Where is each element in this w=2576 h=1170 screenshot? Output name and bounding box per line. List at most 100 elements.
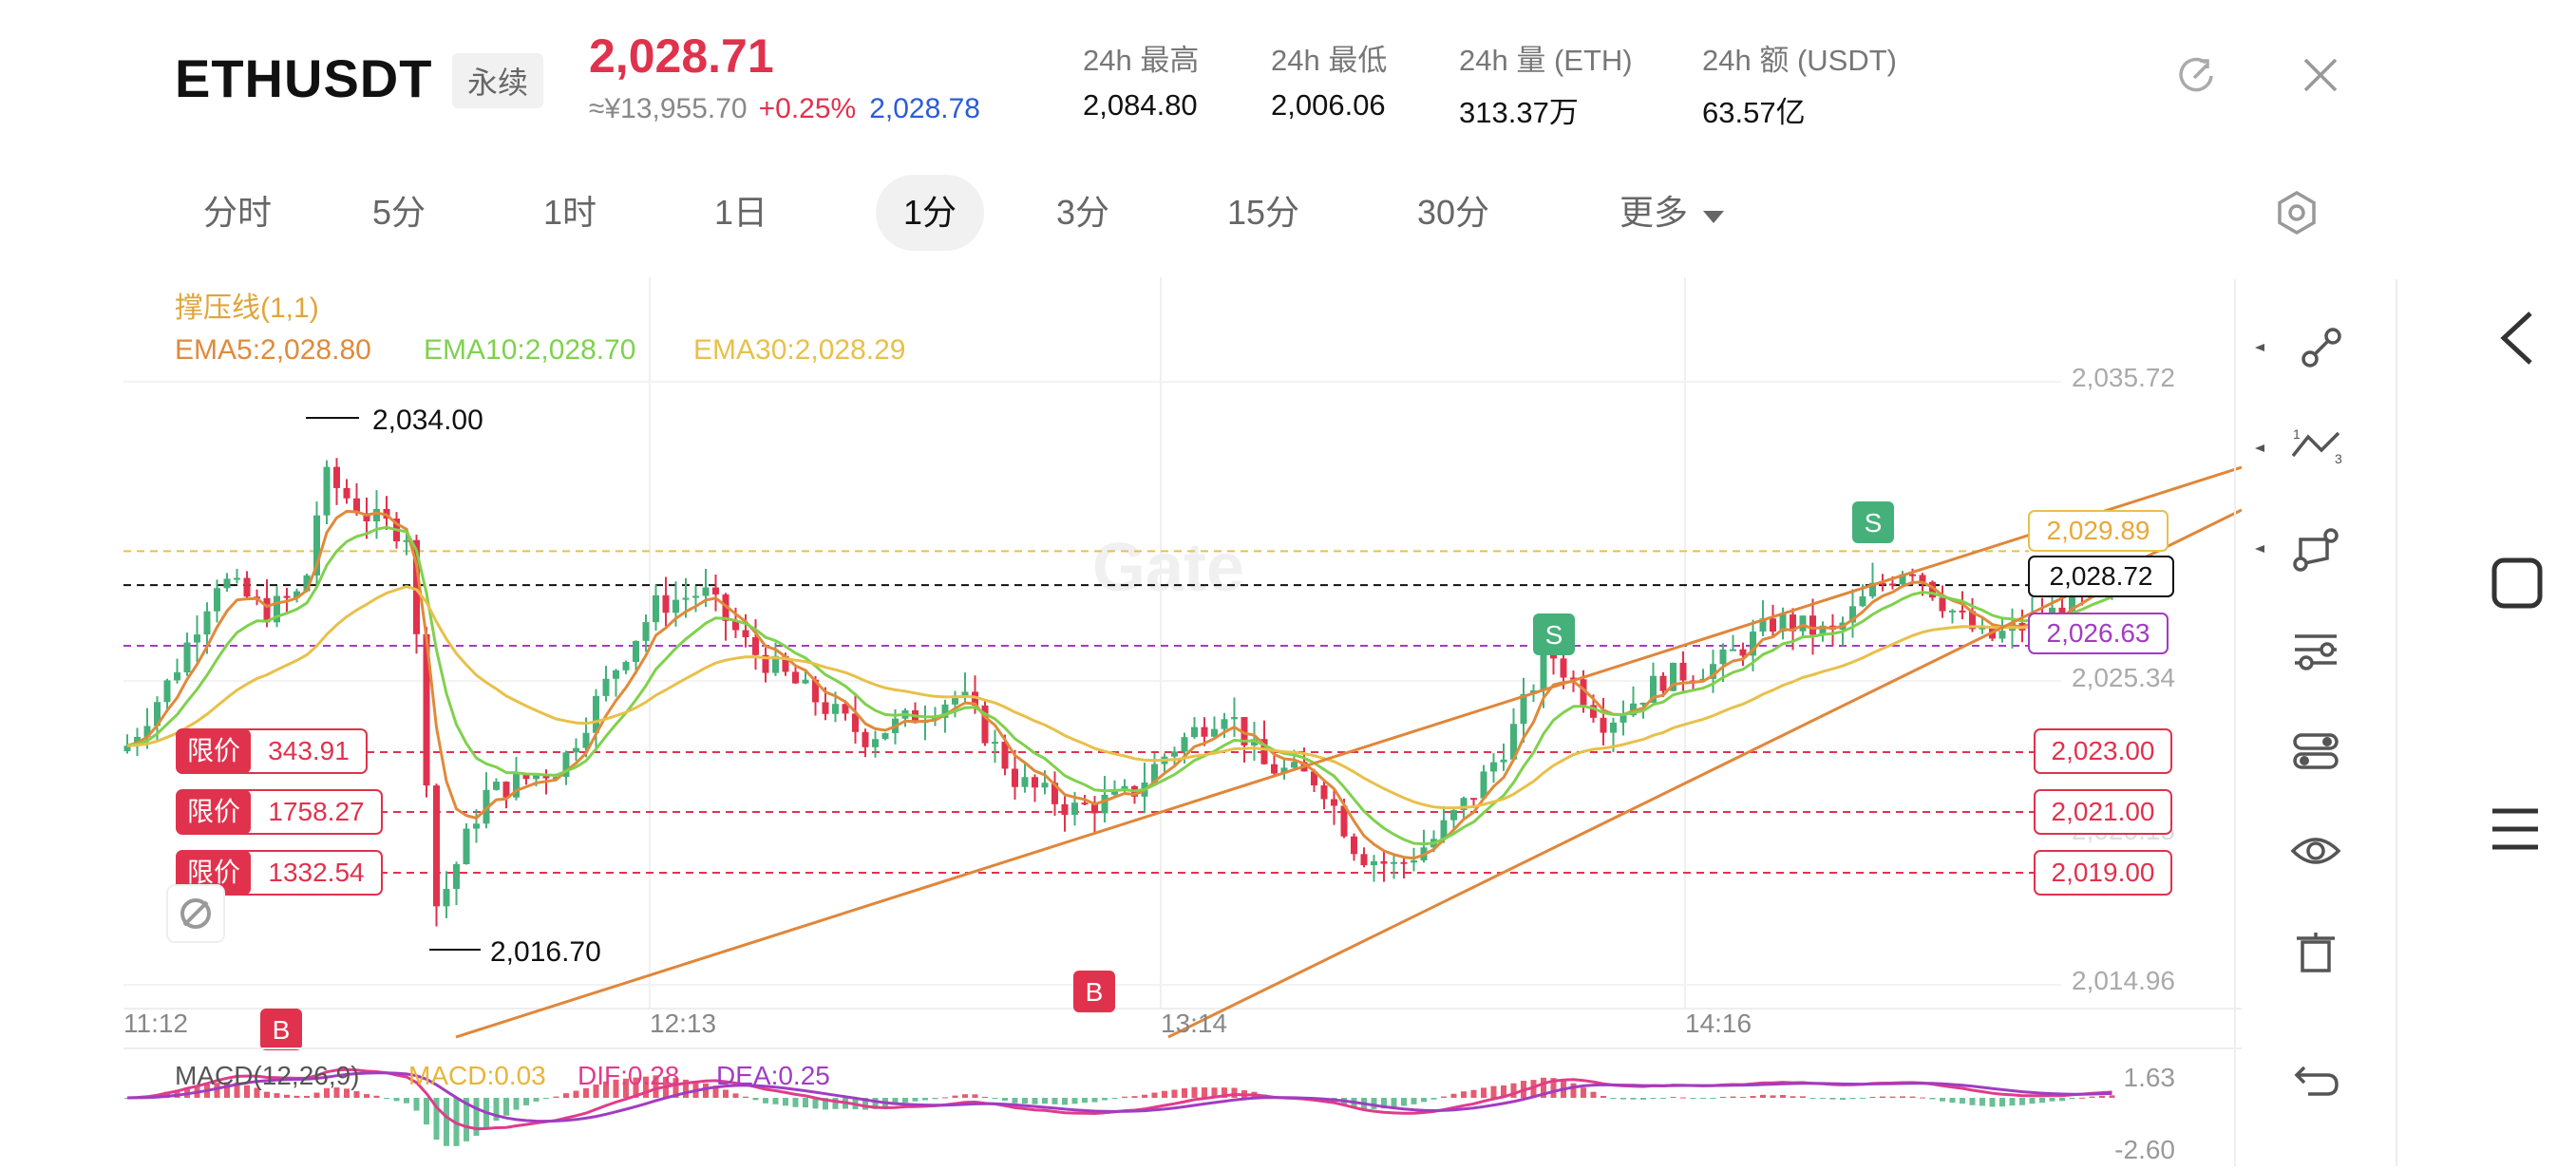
macd-bar: [1032, 1098, 1038, 1104]
trash-icon: [2297, 933, 2335, 972]
macd-bar: [353, 1091, 360, 1098]
tool-wave[interactable]: 1 3: [2236, 410, 2396, 486]
order-qty: 1332.54: [268, 858, 364, 887]
macd-bar: [803, 1098, 808, 1108]
macd-bar: [1979, 1098, 1985, 1106]
candle-body: [812, 679, 819, 703]
order-tag-2[interactable]: 限价 1758.27: [176, 789, 383, 835]
candle-body: [1061, 803, 1069, 816]
tab-time-share[interactable]: 分时: [202, 193, 272, 232]
macd-bar: [952, 1095, 958, 1098]
tab-30min[interactable]: 30分: [1416, 193, 1490, 232]
macd-bar: [1062, 1098, 1068, 1105]
macd-bar: [1999, 1098, 2005, 1107]
macd-bar: [1840, 1098, 1846, 1100]
macd-lines: [126, 1067, 2112, 1131]
macd-bar: [1550, 1078, 1557, 1098]
back-icon[interactable]: [2494, 310, 2542, 367]
macd-bar: [294, 1095, 300, 1098]
candle-body: [1490, 762, 1497, 772]
candle-body: [1211, 728, 1218, 737]
tool-shape[interactable]: [2236, 511, 2396, 587]
macd-bar: [1880, 1096, 1885, 1098]
candle-body: [1790, 614, 1796, 632]
macd-value: MACD:0.03: [408, 1061, 546, 1090]
tab-3min[interactable]: 3分: [1055, 193, 1110, 232]
candle-body: [1849, 606, 1856, 623]
macd-bar: [1909, 1096, 1916, 1098]
tool-indicator-settings[interactable]: [2236, 612, 2396, 688]
stat-label: 24h 量 (ETH): [1459, 44, 1633, 77]
tool-line[interactable]: [2236, 310, 2396, 386]
tab-5min[interactable]: 5分: [371, 193, 426, 232]
macd-bar: [424, 1098, 429, 1125]
candle-body: [1400, 861, 1408, 864]
settings-hex-icon[interactable]: [2274, 190, 2320, 236]
tab-1day[interactable]: 1日: [713, 193, 768, 232]
candle-body: [553, 777, 559, 780]
macd-bar: [732, 1093, 739, 1098]
tool-layers[interactable]: [2236, 712, 2396, 788]
macd-bar: [1042, 1098, 1048, 1104]
order-tag-1[interactable]: 限价 343.91: [176, 728, 368, 774]
candle-body: [872, 739, 879, 747]
macd-bar: [862, 1098, 868, 1110]
candle-body: [1480, 771, 1487, 799]
macd-bar: [2099, 1095, 2105, 1098]
pair-symbol[interactable]: ETHUSDT: [175, 48, 433, 108]
macd-bar: [593, 1085, 599, 1098]
low-label: 2,016.70: [490, 936, 601, 968]
macd-bar: [1481, 1087, 1487, 1098]
floating-toggle-icon[interactable]: [166, 884, 225, 943]
macd-bar: [1411, 1098, 1417, 1104]
candle-body: [1171, 751, 1178, 757]
candle-body: [602, 678, 610, 696]
candle-body: [483, 789, 490, 824]
macd-bar: [1750, 1096, 1756, 1098]
macd-bar: [1989, 1098, 1996, 1107]
recents-icon[interactable]: [2489, 805, 2542, 853]
candle-body: [1191, 727, 1198, 738]
stat-label: 24h 额 (USDT): [1702, 44, 1897, 77]
macd-bar: [1142, 1094, 1147, 1098]
close-icon[interactable]: [2302, 57, 2339, 93]
candle-body: [1879, 582, 1886, 585]
macd-bar: [214, 1083, 220, 1098]
candle-body: [1600, 717, 1607, 733]
macd-bar: [1182, 1087, 1187, 1098]
candle-body: [682, 597, 690, 600]
rotate-icon[interactable]: [2175, 53, 2217, 95]
tool-undo[interactable]: [2236, 1041, 2396, 1117]
candle-body: [842, 704, 849, 714]
kline-chart[interactable]: Gate B B S S 2,034.00 2,016.70 撑压线(1,1) EMA5…: [123, 277, 2242, 1170]
candle-body: [952, 695, 958, 705]
price-tag-text: 2,028.72: [2050, 561, 2153, 591]
ema10-label: EMA10:2,028.70: [424, 334, 636, 366]
candle-body: [752, 637, 759, 655]
ema5-line: [126, 509, 2113, 860]
candle-body: [194, 634, 200, 643]
tab-1hour[interactable]: 1时: [542, 193, 597, 232]
tab-15min[interactable]: 15分: [1226, 193, 1300, 232]
order-tag-3[interactable]: 限价 1332.54: [176, 850, 383, 896]
macd-bar: [1430, 1098, 1437, 1100]
macd-bar: [573, 1090, 579, 1098]
macd-bar: [2009, 1098, 2016, 1106]
tab-more[interactable]: 更多: [1596, 175, 1748, 251]
candle-body: [1520, 693, 1527, 725]
ema-lines: [126, 509, 2113, 860]
tool-delete[interactable]: [2236, 914, 2396, 990]
tab-1min[interactable]: 1分: [876, 175, 984, 251]
tool-visibility[interactable]: [2236, 813, 2396, 889]
candle-body: [1121, 785, 1128, 790]
candle-body: [2069, 591, 2075, 619]
macd-bar: [1501, 1085, 1506, 1098]
macd-bar: [333, 1087, 340, 1098]
candle-body: [852, 713, 859, 732]
candle-body: [981, 705, 989, 744]
candle-body: [562, 752, 570, 778]
home-icon[interactable]: [2491, 557, 2544, 610]
macd-bar: [313, 1092, 320, 1098]
macd-bar: [613, 1079, 619, 1098]
trend-line-upper: [455, 465, 2242, 1039]
